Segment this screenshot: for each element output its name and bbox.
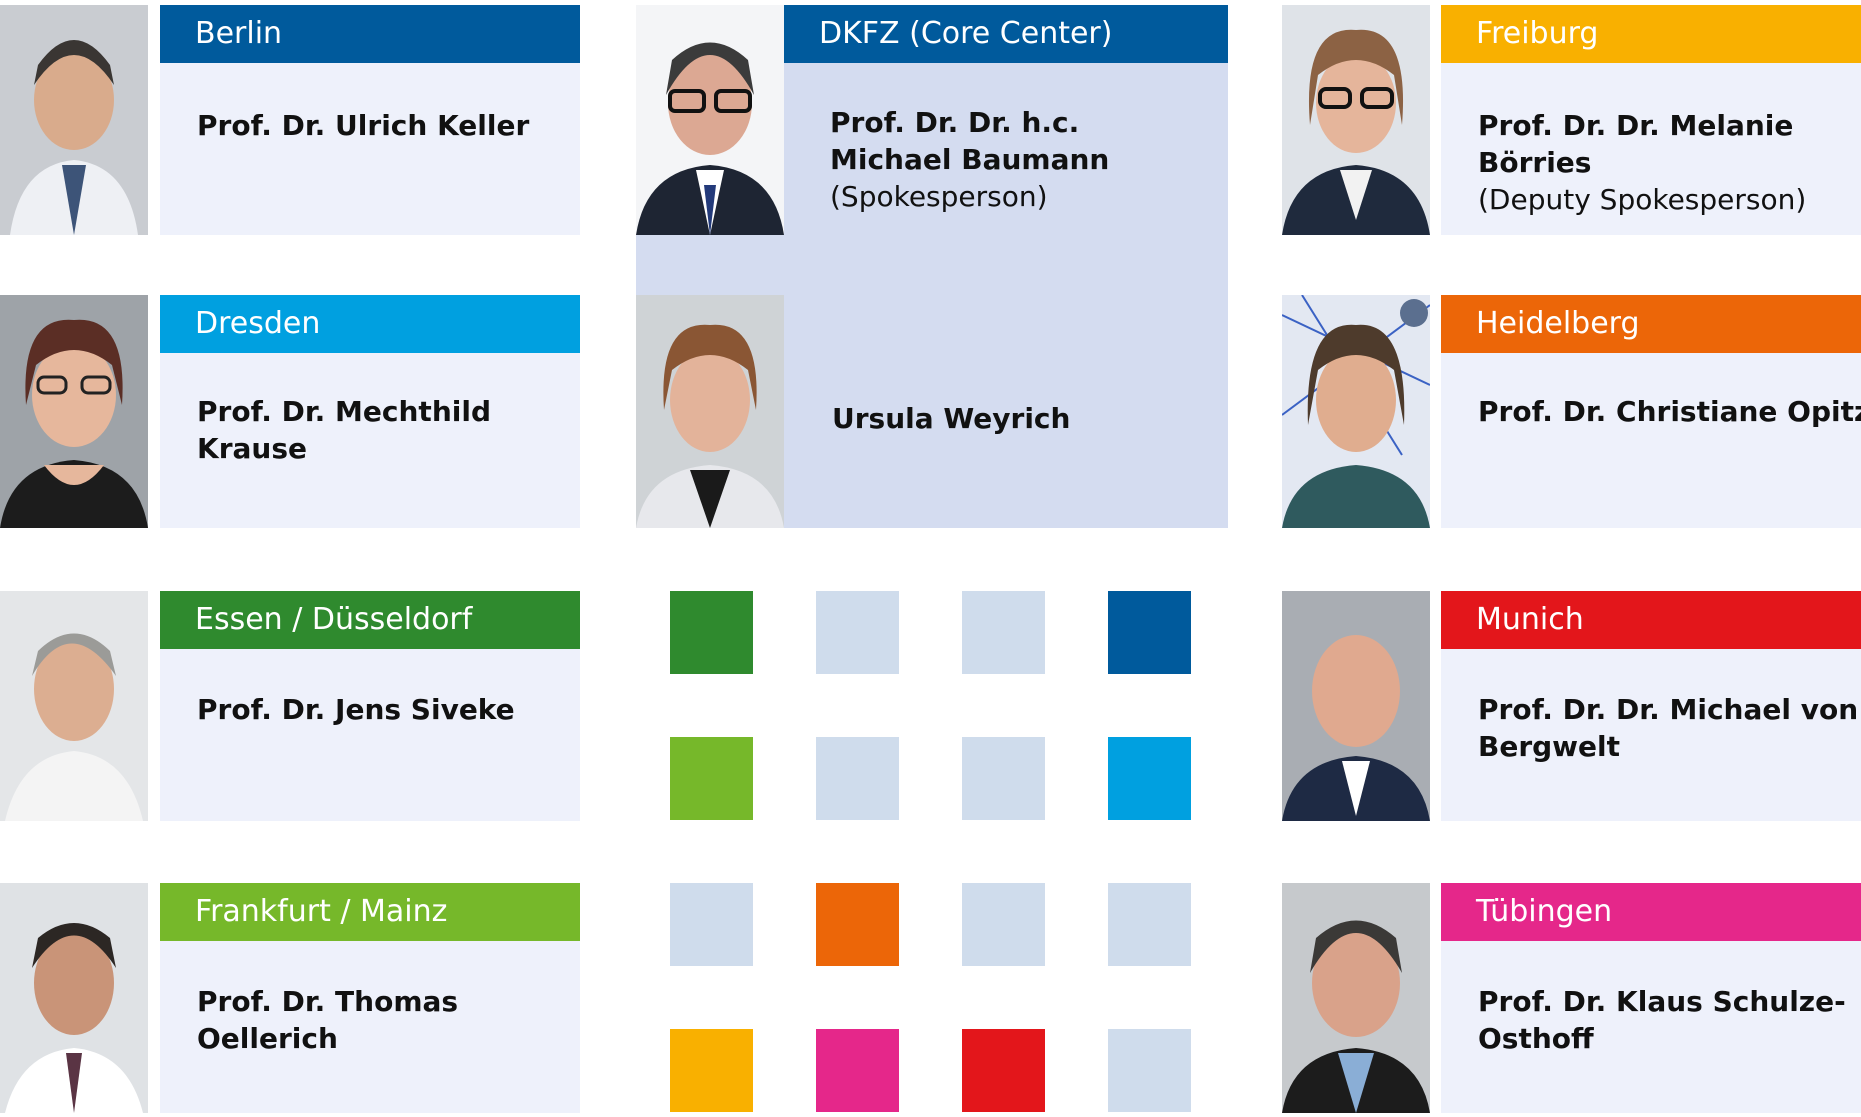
- munich-header: Munich: [1441, 591, 1861, 649]
- heidelberg-card: Heidelberg Prof. Dr. Christiane Opitz: [1441, 295, 1861, 528]
- tuebingen-card: Tübingen Prof. Dr. Klaus Schulze-Osthoff: [1441, 883, 1861, 1113]
- core-person: Prof. Dr. Dr. h.c. Michael Baumann (Spok…: [830, 104, 1210, 215]
- essen-photo: [0, 591, 148, 821]
- color-square: [816, 883, 899, 966]
- essen-card: Essen / Düsseldorf Prof. Dr. Jens Siveke: [160, 591, 580, 821]
- color-square: [816, 1029, 899, 1112]
- berlin-header: Berlin: [160, 5, 580, 63]
- color-square: [670, 591, 753, 674]
- freiburg-card: Freiburg Prof. Dr. Dr. Melanie Börries (…: [1441, 5, 1861, 235]
- portrait-icon: [0, 591, 148, 821]
- core-person-name: Prof. Dr. Dr. h.c. Michael Baumann: [830, 106, 1110, 176]
- dresden-photo: [0, 295, 148, 528]
- essen-person: Prof. Dr. Jens Siveke: [197, 693, 515, 726]
- color-square: [1108, 883, 1191, 966]
- heidelberg-person: Prof. Dr. Christiane Opitz: [1478, 395, 1861, 428]
- portrait-icon: [636, 295, 784, 528]
- freiburg-person-role: (Deputy Spokesperson): [1478, 183, 1807, 216]
- freiburg-photo: [1282, 5, 1430, 235]
- frankfurt-card: Frankfurt / Mainz Prof. Dr. Thomas Oelle…: [160, 883, 580, 1113]
- frankfurt-photo: [0, 883, 148, 1113]
- color-square: [962, 591, 1045, 674]
- essen-header: Essen / Düsseldorf: [160, 591, 580, 649]
- portrait-icon: [0, 295, 148, 528]
- color-square: [962, 1029, 1045, 1112]
- berlin-card: Berlin Prof. Dr. Ulrich Keller: [160, 5, 580, 235]
- color-square: [1108, 1029, 1191, 1112]
- munich-photo: [1282, 591, 1430, 821]
- tuebingen-photo: [1282, 883, 1430, 1113]
- core-header: DKFZ (Core Center): [784, 5, 1228, 63]
- portrait-icon: [1282, 591, 1430, 821]
- berlin-photo: [0, 5, 148, 235]
- heidelberg-header: Heidelberg: [1441, 295, 1861, 353]
- berlin-person: Prof. Dr. Ulrich Keller: [197, 109, 530, 142]
- frankfurt-header: Frankfurt / Mainz: [160, 883, 580, 941]
- freiburg-person-name: Prof. Dr. Dr. Melanie Börries: [1478, 109, 1794, 179]
- heidelberg-photo: [1282, 295, 1430, 528]
- color-square: [1108, 591, 1191, 674]
- munich-card: Munich Prof. Dr. Dr. Michael von Bergwel…: [1441, 591, 1861, 821]
- portrait-icon: [636, 5, 784, 235]
- core-photo-1: [636, 5, 784, 235]
- dresden-person: Prof. Dr. Mechthild Krause: [197, 395, 491, 465]
- color-square: [670, 737, 753, 820]
- core-photo-2: [636, 295, 784, 528]
- freiburg-header: Freiburg: [1441, 5, 1861, 63]
- color-square: [962, 737, 1045, 820]
- portrait-icon: [0, 5, 148, 235]
- core-person-role: (Spokesperson): [830, 180, 1048, 213]
- tuebingen-header: Tübingen: [1441, 883, 1861, 941]
- portrait-icon: [0, 883, 148, 1113]
- color-square: [670, 1029, 753, 1112]
- dresden-header: Dresden: [160, 295, 580, 353]
- frankfurt-person: Prof. Dr. Thomas Oellerich: [197, 985, 459, 1055]
- dresden-card: Dresden Prof. Dr. Mechthild Krause: [160, 295, 580, 528]
- portrait-icon: [1282, 883, 1430, 1113]
- color-square: [962, 883, 1045, 966]
- core-second-person: Ursula Weyrich: [832, 402, 1071, 435]
- color-square: [1108, 737, 1191, 820]
- portrait-icon: [1282, 5, 1430, 235]
- portrait-icon: [1282, 295, 1430, 528]
- color-square: [816, 737, 899, 820]
- munich-person: Prof. Dr. Dr. Michael von Bergwelt: [1478, 693, 1859, 763]
- color-square: [816, 591, 899, 674]
- tuebingen-person: Prof. Dr. Klaus Schulze-Osthoff: [1478, 985, 1846, 1055]
- freiburg-person: Prof. Dr. Dr. Melanie Börries (Deputy Sp…: [1478, 107, 1861, 218]
- color-square: [670, 883, 753, 966]
